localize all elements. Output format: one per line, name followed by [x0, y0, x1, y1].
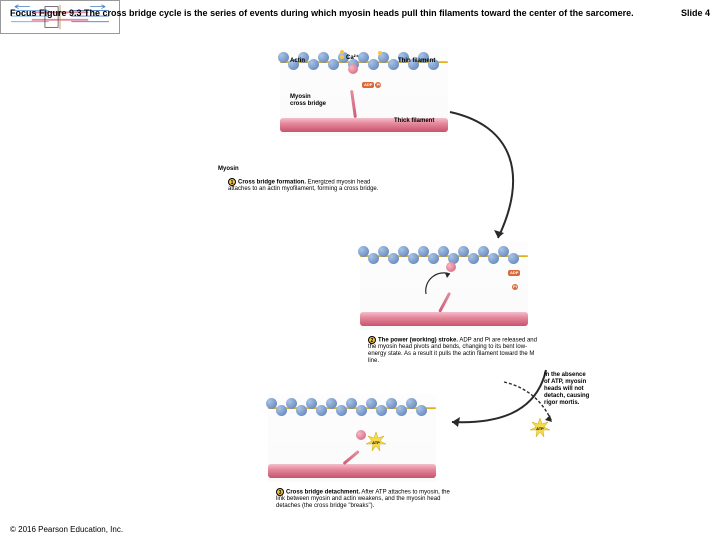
actin-bead — [276, 405, 287, 416]
label-actin: Actin — [290, 58, 305, 65]
panel-2-power-stroke: ADP Pi — [360, 242, 528, 330]
actin-bead — [386, 398, 397, 409]
actin-bead — [478, 246, 489, 257]
page-title: Focus Figure 9.3 The cross bridge cycle … — [10, 8, 634, 18]
adp-released: ADP — [508, 270, 520, 276]
label-ca: Ca²⁺ — [340, 55, 359, 62]
ca-dot — [340, 50, 344, 54]
copyright-text: © 2016 Pearson Education, Inc. — [10, 525, 123, 534]
actin-bead — [336, 405, 347, 416]
step-3-lead: Cross bridge detachment. — [286, 490, 360, 496]
ca-icon — [340, 55, 344, 59]
thin-filament — [268, 398, 436, 416]
actin-bead — [318, 52, 329, 63]
actin-bead — [416, 405, 427, 416]
step-number-2: 2 — [368, 336, 376, 344]
actin-bead — [368, 59, 379, 70]
actin-bead — [308, 59, 319, 70]
pi-label: Pi — [512, 284, 518, 290]
step-number-1: 1 — [228, 178, 236, 186]
actin-bead — [316, 405, 327, 416]
actin-bead — [328, 59, 339, 70]
actin-bead — [428, 253, 439, 264]
myosin-stalk — [343, 450, 360, 465]
myosin-head — [348, 64, 358, 74]
pi-released: Pi — [512, 284, 518, 290]
actin-bead — [418, 246, 429, 257]
arrow-1-to-2 — [444, 106, 534, 246]
actin-bead — [406, 398, 417, 409]
atp-text: ATP — [372, 440, 380, 445]
actin-bead — [358, 246, 369, 257]
actin-bead — [306, 398, 317, 409]
label-myosin: Myosin — [218, 166, 239, 173]
thick-filament — [360, 312, 528, 326]
label-ca-text: Ca²⁺ — [346, 55, 359, 61]
actin-bead — [358, 52, 369, 63]
ca-dot — [378, 51, 382, 55]
actin-bead — [458, 246, 469, 257]
step-2-lead: The power (working) stroke. — [378, 338, 458, 344]
actin-bead — [356, 405, 367, 416]
caption-step-1: 1Cross bridge formation. Energized myosi… — [228, 178, 388, 193]
atp-text: ATP — [536, 426, 544, 431]
actin-bead — [296, 405, 307, 416]
actin-bead — [488, 253, 499, 264]
actin-bead — [398, 246, 409, 257]
actin-bead — [278, 52, 289, 63]
actin-bead — [408, 253, 419, 264]
actin-bead — [266, 398, 277, 409]
actin-bead — [508, 253, 519, 264]
myosin-head — [356, 430, 366, 440]
atp-burst-icon: ATP — [366, 432, 386, 452]
thin-filament — [360, 246, 528, 264]
actin-bead — [396, 405, 407, 416]
actin-bead — [366, 398, 377, 409]
label-myosin-crossbridge: Myosin cross bridge — [290, 94, 326, 107]
actin-bead — [468, 253, 479, 264]
actin-bead — [498, 246, 509, 257]
actin-bead — [378, 246, 389, 257]
slide-number: Slide 4 — [681, 8, 710, 18]
myosin-stalk — [350, 90, 357, 118]
adp-pi-bound: ADP Pi — [362, 82, 381, 88]
thick-filament — [268, 464, 436, 478]
actin-bead — [368, 253, 379, 264]
caption-step-2: 2The power (working) stroke. ADP and Pi … — [368, 336, 540, 365]
label-thin-filament: Thin filament — [398, 58, 435, 65]
atp-burst-icon: ATP — [530, 418, 550, 438]
power-stroke-arc-icon — [420, 264, 460, 304]
actin-bead — [376, 405, 387, 416]
actin-bead — [438, 246, 449, 257]
label-thick-filament: Thick filament — [394, 118, 434, 125]
adp-label: ADP — [362, 82, 374, 88]
actin-bead — [326, 398, 337, 409]
step-1-lead: Cross bridge formation. — [238, 180, 306, 186]
actin-bead — [388, 253, 399, 264]
pi-label: Pi — [375, 82, 381, 88]
actin-bead — [286, 398, 297, 409]
caption-step-3: 3Cross bridge detachment. After ATP atta… — [276, 488, 452, 510]
panel-3-detachment: ATP — [268, 394, 436, 482]
actin-bead — [346, 398, 357, 409]
adp-label: ADP — [508, 270, 520, 276]
step-number-3: 3 — [276, 488, 284, 496]
